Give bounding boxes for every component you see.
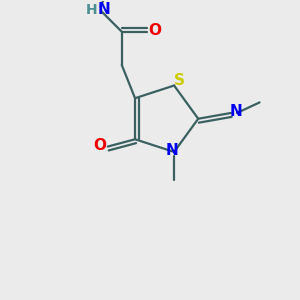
Text: H: H (85, 2, 97, 16)
Text: O: O (148, 23, 161, 38)
Text: S: S (174, 73, 184, 88)
Text: N: N (98, 2, 110, 17)
Text: N: N (166, 143, 179, 158)
Text: O: O (93, 138, 106, 153)
Text: N: N (230, 104, 243, 119)
